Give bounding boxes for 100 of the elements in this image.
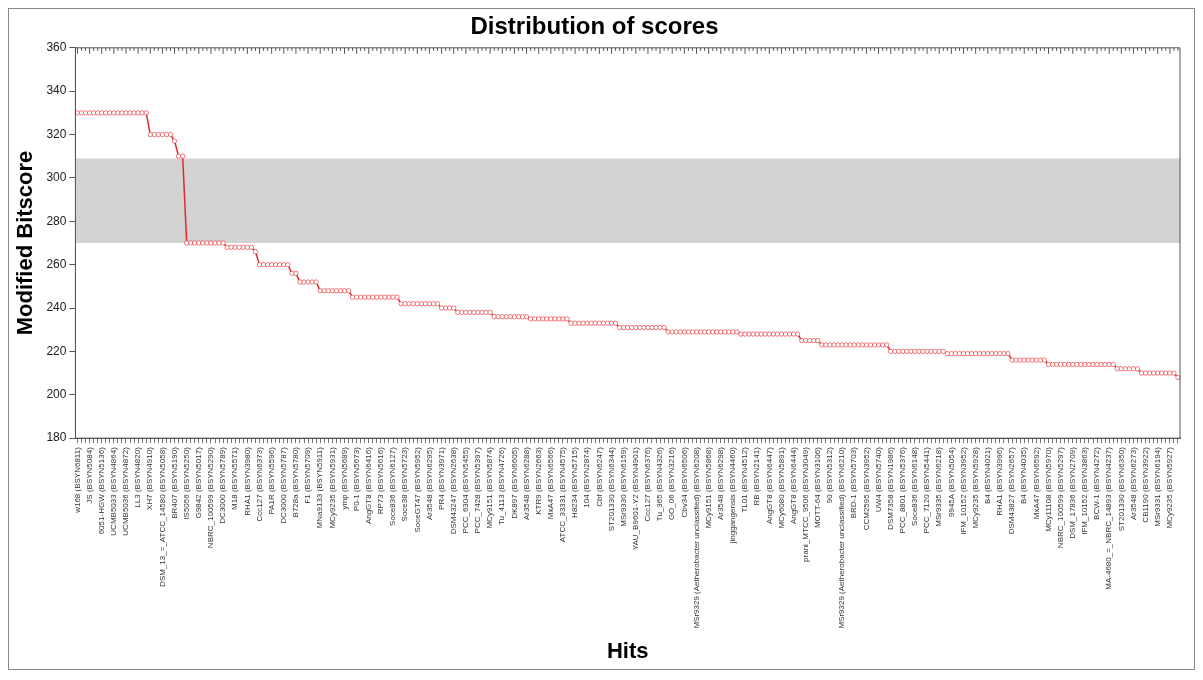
x-tick-label: YAU_B9601-Y2 (BSYN4901) (631, 446, 641, 551)
x-tick-label: M18 (BSYN5571) (230, 446, 240, 510)
x-tick-label: PCC_6304 (BSYN5455) (461, 446, 471, 534)
y-tick-label: 300 (46, 170, 67, 185)
x-tick-label: PR4 (BSYN3971) (436, 446, 446, 510)
x-tick-label: H8234 (BSYN5715) (570, 446, 580, 518)
x-tick-label: NBRC_100599 (BSYN5297) (1055, 446, 1065, 549)
x-tick-label: ymp (BSYN5689) (339, 446, 349, 510)
x-tick-label: Ar3548 (BSYN6295) (424, 446, 434, 521)
x-tick-label: jinggangensis (BSYN4460) (728, 446, 738, 545)
x-tick-label: ATCC_33331 (BSYN4575) (558, 446, 568, 543)
x-tick-label: prani_MTCC_9506 (BSYN3049) (800, 446, 810, 562)
x-tick-label: MCy9151 (BSYN5874) (485, 446, 495, 529)
x-tick-label: BR407 (BSYN5190) (169, 446, 179, 519)
x-tick-label: Ar3548 (BSYN6288) (521, 446, 531, 521)
x-tick-label: KTR9 (BSYN2663) (533, 446, 543, 515)
y-tick-label: 260 (46, 256, 67, 271)
y-tick-label: 200 (46, 387, 67, 402)
x-tick-label: CCM2595 (BSYN3952) (861, 446, 871, 531)
x-tick-label: Soce38 (BSYN5723) (400, 446, 410, 522)
x-tick-label: P0-1 (BSYN5673) (351, 446, 361, 512)
y-tick-label: 360 (46, 40, 67, 55)
x-tick-label: MSr9335 (BSYN6218) (934, 446, 944, 527)
x-tick-label: Soce836 (BSYN6148) (910, 446, 920, 526)
x-tick-label: PCC_7428 (BSYN5397) (473, 446, 483, 534)
y-axis-title: Modified Bitscore (12, 150, 38, 336)
x-tick-label: AngGT8 (BSYN6447) (764, 446, 774, 525)
x-tick-label: Cbv34 (BSYN6506) (679, 446, 689, 518)
x-tick-label: B4 (BSYN4035) (1019, 446, 1029, 505)
x-tick-label: w168 (BSYN6811) (72, 446, 82, 514)
x-tick-label: B4 (BSYN4021) (983, 446, 993, 505)
x-tick-label: DSM7358 (BSYN1986) (885, 446, 895, 530)
x-tick-label: MCy6080 (BSYN5891) (776, 446, 786, 529)
x-tick-label: XH7 (BSYN4910) (145, 446, 155, 510)
x-tick-label: DK897 (BSYN6605) (509, 446, 519, 519)
y-tick-label: 340 (46, 83, 67, 98)
x-tick-label: MCy9151 (BSYN5868) (703, 446, 713, 529)
x-tick-label: UW4 (BSYN5740) (873, 446, 883, 513)
x-tick-label: DSM_13_=_ATCC_14580 (BSYN5058) (157, 446, 167, 587)
x-tick-label: PCC_8801 (BSYN5376) (898, 446, 908, 534)
x-tick-label: G9842 (BSYN5017) (194, 446, 204, 519)
x-tick-label: SoceGT47 (BSYN5952) (412, 446, 422, 533)
x-tick-label: PCC_7120 (BSYN5441) (922, 446, 932, 534)
x-tick-label: Tu_365 (BSYN4326) (655, 446, 665, 522)
x-tick-label: MSr9329 (Aetherobacter unclassified) (BSYN6208) (691, 446, 701, 629)
x-axis-title: Hits (606, 637, 649, 663)
x-tick-label: BCW-1 (BSYN4272) (1092, 446, 1102, 520)
x-tick-label: RP73 (BSYN5616) (376, 446, 386, 515)
x-tick-label: UCMB5033 (BSYN4864) (109, 446, 119, 536)
x-tick-label: B728a (BSYN5780) (291, 446, 301, 518)
x-tick-label: IFM_10152 (BSYN3863) (1080, 446, 1090, 535)
x-tick-label: IS5056 (BSYN5250) (181, 446, 191, 520)
x-tick-label: 6051-HGW (BSYN5136) (96, 446, 106, 535)
x-tick-label: MSr9331 (BSYN6194) (1152, 446, 1162, 527)
x-tick-label: MSr9329 (Aetherobacter unclassified) (BSYN6210) (837, 446, 847, 629)
y-tick-label: 240 (46, 300, 67, 315)
x-tick-label: ST201330 (BSYN6350) (1116, 446, 1126, 532)
chart-title: Distribution of scores (470, 12, 719, 40)
x-tick-label: RHA1 (BSYN3996) (995, 446, 1005, 516)
x-tick-label: Ar3548 (BSYN6298) (715, 446, 725, 521)
x-tick-label: 9945A (BSYN5054) (946, 446, 956, 518)
x-tick-label: ST201330 (BSYN6344) (606, 446, 616, 532)
x-tick-label: MxA47 (BSYN6592) (1031, 446, 1041, 520)
x-tick-label: 90 (BSYN5312) (825, 446, 835, 504)
x-tick-label: MA-4680_=_NBRC_14893 (BSYN4237) (1104, 446, 1114, 590)
x-tick-label: MSr9330 (BSYN6159) (618, 446, 628, 527)
x-tick-label: MCy9235 (BSYN5928) (970, 446, 980, 529)
x-tick-label: AngGT8 (BSYN6444) (788, 446, 798, 525)
x-tick-label: MCy9235 (BSYN5927) (1165, 446, 1175, 529)
x-tick-label: IFM_10152 (BSYN3952) (958, 446, 968, 535)
x-tick-label: MOTT-64 (BSYN3106) (813, 446, 823, 529)
x-tick-label: DC3000 (BSYN5787) (279, 446, 288, 524)
x-tick-label: Ccc127 (BSYN6373) (254, 446, 264, 522)
x-tick-label: GO_06 (BSYN3216) (667, 446, 677, 521)
x-tick-label: Ar3548 (BSYN6273) (1128, 446, 1138, 521)
x-tick-label: DSM_17836 (BSYN2709) (1067, 446, 1077, 539)
x-tick-label: AngGT8 (BSYN6416) (363, 446, 373, 525)
x-tick-label: RHA1 (BSYN3980) (242, 446, 252, 516)
x-tick-label: DSM43827 (BSYN2657) (1007, 446, 1017, 535)
x-tick-label: MCy9235 (BSYN5931) (327, 446, 337, 529)
x-tick-label: F1 (BSYN5709) (303, 446, 313, 504)
x-tick-label: MxA47 (BSYN6566) (546, 446, 556, 520)
y-tick-label: 220 (46, 343, 67, 358)
x-tick-label: MCy11108 (BSYN5970) (1043, 446, 1053, 532)
x-tick-label: RB (BSYN2141) (752, 446, 762, 506)
x-tick-label: DSM43247 (BSYN2638) (448, 446, 458, 535)
x-tick-label: 104 (BSYN2874) (582, 446, 592, 508)
y-tick-label: 180 (46, 430, 67, 445)
x-tick-label: UCMB5036 (BSYN4872) (121, 446, 131, 536)
y-tick-label: 280 (46, 213, 67, 228)
x-tick-label: Tu_4113 (BSYN4726) (497, 446, 507, 526)
x-tick-label: TL01 (BSYN4512) (740, 446, 750, 513)
x-tick-label: Soce836 (BSYN6127) (388, 446, 398, 526)
x-tick-label: DC3000 (BSYN5789) (218, 446, 228, 524)
y-tick-label: 320 (46, 126, 67, 141)
x-tick-label: Cbf (BSYN6247) (594, 446, 604, 507)
x-tick-label: Ccc127 (BSYN6376) (643, 446, 653, 522)
x-tick-label: JS (BSYN5084) (84, 446, 94, 504)
x-tick-label: PA1R (BSYN5596) (266, 446, 276, 515)
x-tick-label: BRD-1 (BSYN5703) (849, 446, 859, 519)
